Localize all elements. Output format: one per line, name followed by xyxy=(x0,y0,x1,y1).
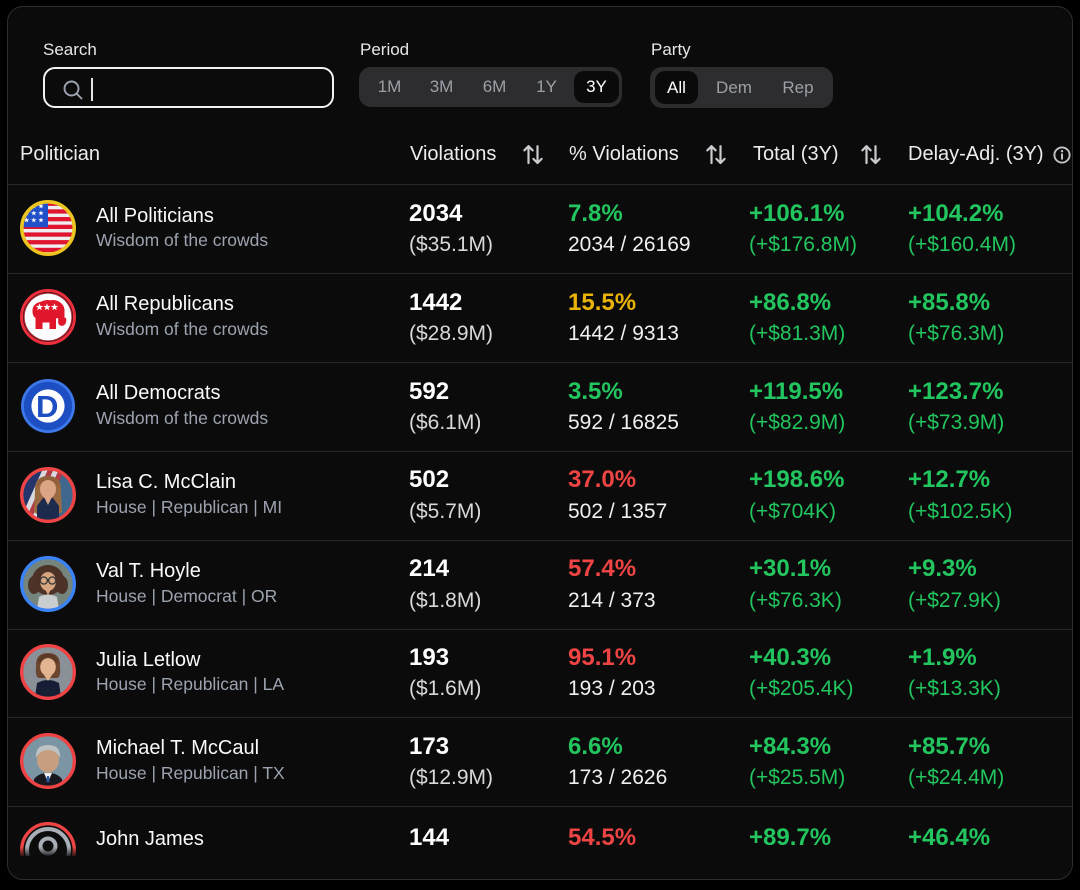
svg-text:D: D xyxy=(36,389,58,424)
